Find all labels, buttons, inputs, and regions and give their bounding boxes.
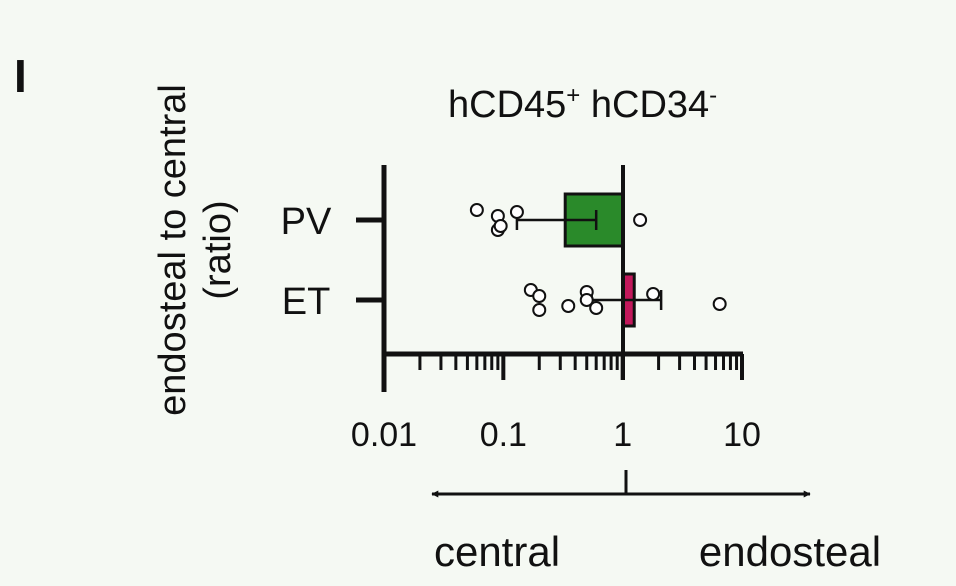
x-tick-label-3: 10 [723, 416, 761, 454]
point-et-8 [712, 297, 727, 311]
category-label-pv: PV [281, 201, 332, 243]
chart-title-sup1: + [566, 82, 580, 109]
panel-label: I [14, 50, 27, 102]
point-pv-3 [493, 219, 508, 233]
x-tick-label-1: 0.1 [480, 416, 527, 454]
point-et-6 [589, 301, 604, 315]
chart-title-main: hCD45 [448, 84, 566, 126]
y-axis-ticks: PV ET [281, 201, 384, 323]
x-axis-ticks: 0.01 0.1 1 10 [351, 354, 761, 454]
point-et-1 [532, 303, 547, 317]
direction-right-label: endosteal [699, 528, 881, 575]
chart-title-sup2: - [709, 82, 717, 109]
point-pv-4 [509, 205, 524, 219]
direction-left-label: central [434, 528, 560, 575]
point-et-3 [561, 299, 576, 313]
points-layer [469, 203, 727, 317]
chart-title-mid: hCD34 [580, 84, 709, 126]
point-et-5 [579, 293, 594, 307]
point-pv-0 [469, 203, 484, 217]
point-pv-5 [633, 213, 648, 227]
x-tick-label-2: 1 [613, 416, 632, 454]
y-axis-label-line1: endosteal to central [152, 84, 194, 416]
x-tick-label-0: 0.01 [351, 416, 417, 454]
point-et-7 [646, 287, 661, 301]
chart-title: hCD45+ hCD34- [448, 82, 717, 126]
category-label-et: ET [282, 281, 331, 323]
y-axis-label-line2: (ratio) [197, 200, 239, 299]
point-et-2 [532, 289, 547, 303]
